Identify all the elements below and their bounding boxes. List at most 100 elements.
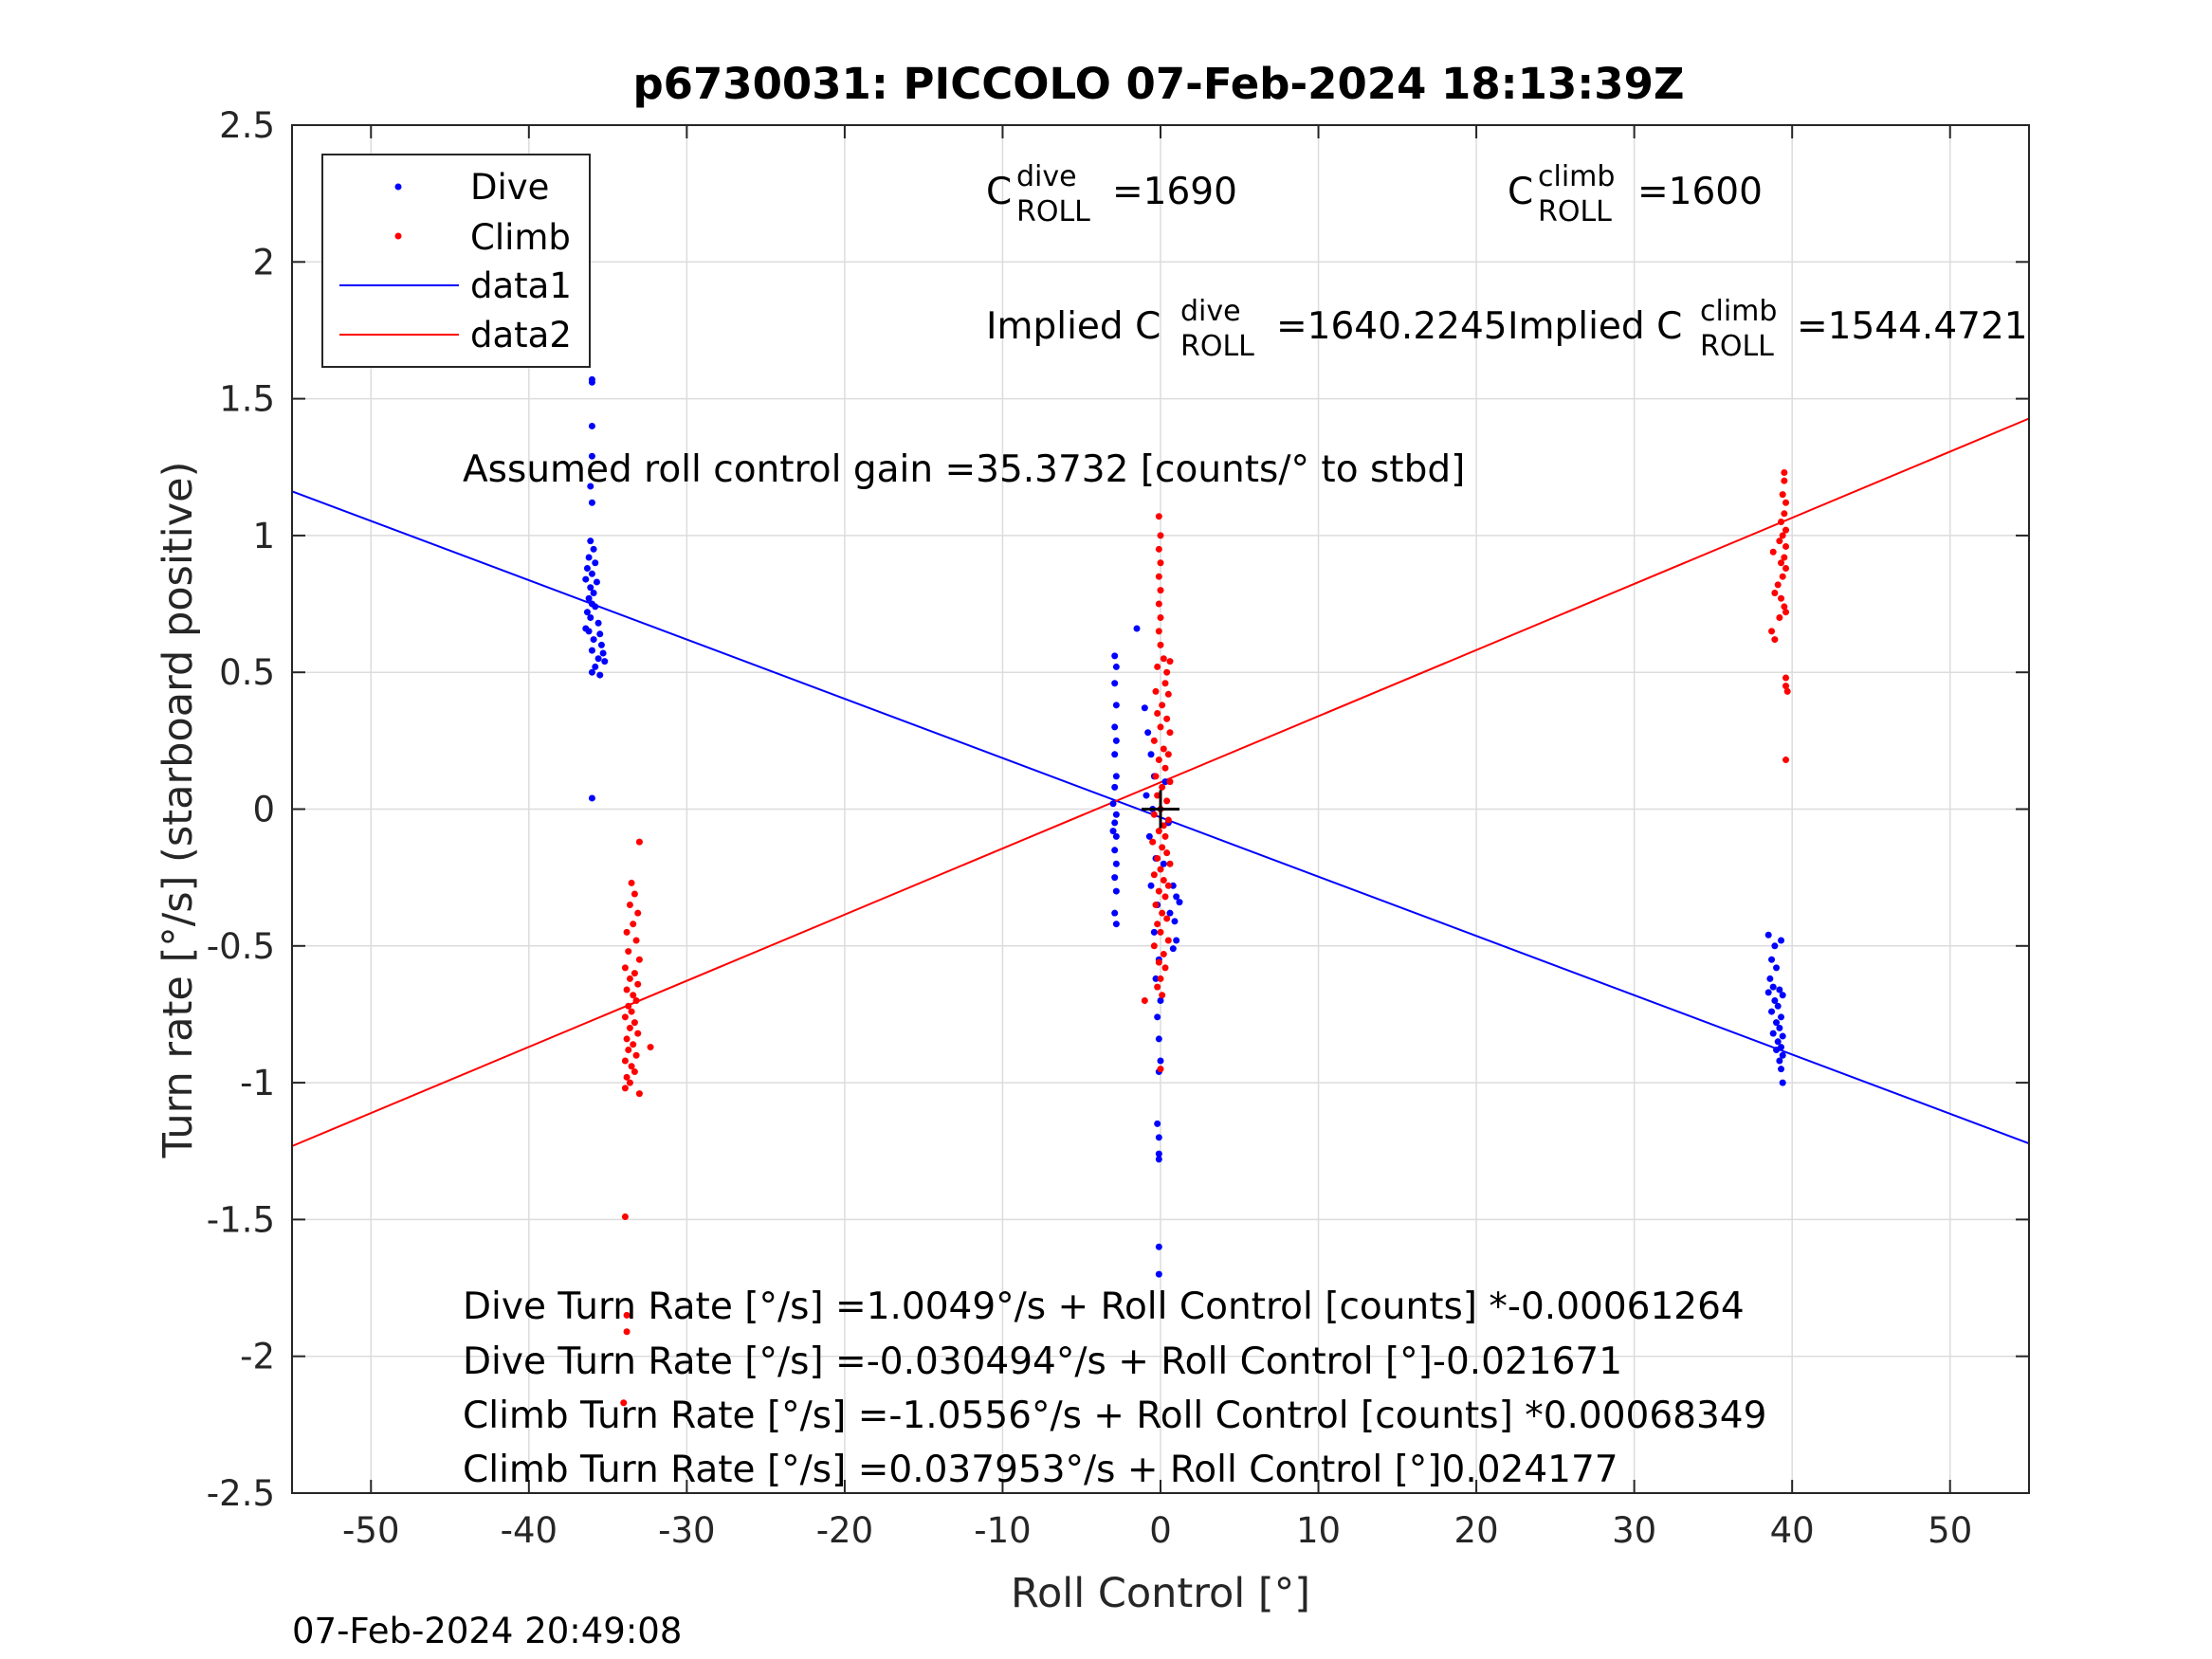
- dive-point: [1773, 1046, 1781, 1053]
- x-axis-label: Roll Control [°]: [1011, 1570, 1310, 1617]
- x-tick-label: 10: [1296, 1510, 1341, 1551]
- dive-point: [1155, 1035, 1162, 1043]
- equation-dive-counts: Dive Turn Rate [°/s] =1.0049°/s + Roll C…: [463, 1285, 1745, 1328]
- y-tick-label: 2.5: [219, 105, 275, 146]
- climb-point: [628, 1008, 635, 1015]
- y-tick-labels: -2.5 -2 -1.5 -1 -0.5 0 0.5 1 1.5 2 2.5: [207, 105, 275, 1514]
- climb-point: [1782, 542, 1790, 550]
- climb-point: [1150, 811, 1158, 818]
- dive-point: [1778, 1013, 1785, 1021]
- x-tick-label: -30: [658, 1510, 715, 1551]
- climb-point: [1155, 573, 1162, 580]
- dive-point: [582, 575, 590, 583]
- climb-point: [626, 1079, 633, 1086]
- dive-point: [1773, 964, 1781, 972]
- x-tick-label: -10: [974, 1510, 1031, 1551]
- climb-point: [623, 1328, 631, 1336]
- dive-point: [1169, 882, 1177, 889]
- climb-point: [1782, 683, 1790, 690]
- climb-point: [628, 879, 635, 886]
- climb-point: [1157, 587, 1164, 594]
- dive-point: [587, 613, 594, 621]
- climb-point: [1160, 745, 1167, 753]
- dive-point: [1143, 792, 1150, 799]
- climb-point: [1779, 532, 1786, 539]
- climb-point: [630, 921, 637, 928]
- climb-point: [1160, 655, 1167, 663]
- dive-point: [588, 668, 595, 676]
- climb-point: [1155, 828, 1162, 835]
- dive-point: [590, 636, 597, 644]
- chart-title: p6730031: PICCOLO 07-Feb-2024 18:13:39Z: [632, 59, 1684, 109]
- climb-point: [1779, 491, 1786, 499]
- dive-point: [583, 565, 591, 573]
- dive-point: [1774, 1002, 1782, 1010]
- dive-point: [585, 628, 593, 635]
- climb-point: [1154, 983, 1161, 991]
- climb-point: [635, 956, 643, 963]
- climb-point: [623, 1311, 631, 1319]
- dive-point: [1112, 811, 1120, 818]
- dive-point: [585, 554, 593, 561]
- x-tick-label: -50: [342, 1510, 399, 1551]
- climb-point: [1783, 687, 1791, 695]
- dive-point: [1155, 1156, 1162, 1163]
- implied-climb-prefix: Implied C: [1508, 305, 1682, 348]
- climb-point: [1769, 548, 1777, 556]
- c-climb-base: C: [1508, 171, 1533, 213]
- climb-point: [623, 928, 631, 936]
- dive-point: [1109, 800, 1117, 808]
- dive-point: [1154, 1013, 1161, 1021]
- climb-point: [1163, 715, 1171, 722]
- dive-point: [1112, 737, 1120, 744]
- climb-point: [634, 909, 642, 917]
- climb-point: [1155, 513, 1162, 520]
- dive-point: [1771, 942, 1779, 950]
- dive-point: [1111, 909, 1119, 917]
- climb-point: [1771, 590, 1779, 597]
- legend-dive-marker: [394, 183, 402, 191]
- climb-point: [1159, 844, 1166, 851]
- dive-point: [1173, 937, 1180, 944]
- dive-point: [1160, 860, 1167, 867]
- c-dive-base: C: [986, 171, 1012, 213]
- dive-point: [1155, 1270, 1162, 1278]
- legend: Dive Climb data1 data2: [321, 154, 591, 368]
- climb-point: [625, 1046, 632, 1053]
- y-tick-label: 0: [252, 790, 275, 830]
- climb-point: [1155, 958, 1162, 966]
- dive-point: [1111, 680, 1119, 687]
- climb-point: [1782, 674, 1790, 682]
- climb-point: [626, 1024, 633, 1031]
- climb-point: [1166, 778, 1174, 786]
- climb-point: [1782, 757, 1790, 764]
- dive-point: [1112, 832, 1120, 840]
- climb-point: [635, 1090, 643, 1098]
- climb-point: [1164, 882, 1172, 889]
- climb-point: [1157, 723, 1164, 731]
- climb-point: [1161, 964, 1169, 972]
- climb-point: [621, 964, 629, 972]
- dive-point: [599, 649, 607, 657]
- dive-point: [583, 609, 591, 616]
- x-tick-label: 30: [1612, 1510, 1656, 1551]
- climb-point: [1778, 559, 1785, 567]
- climb-point: [1781, 510, 1788, 518]
- dive-point: [594, 619, 602, 627]
- climb-point: [1154, 709, 1161, 717]
- dive-point: [592, 663, 599, 670]
- dive-point: [592, 559, 599, 567]
- dive-point: [1112, 921, 1120, 928]
- climb-point: [630, 992, 637, 999]
- climb-point: [1166, 658, 1174, 665]
- dive-point: [1157, 1057, 1164, 1065]
- dive-point: [1769, 1030, 1777, 1037]
- y-tick-label: 2: [252, 242, 275, 283]
- dive-point: [1779, 992, 1786, 999]
- climb-point: [1154, 854, 1161, 862]
- climb-point: [634, 1030, 642, 1037]
- climb-point: [623, 1035, 631, 1043]
- implied-climb-sub: ROLL: [1700, 330, 1774, 363]
- climb-point: [1161, 680, 1169, 687]
- climb-point: [631, 1068, 638, 1076]
